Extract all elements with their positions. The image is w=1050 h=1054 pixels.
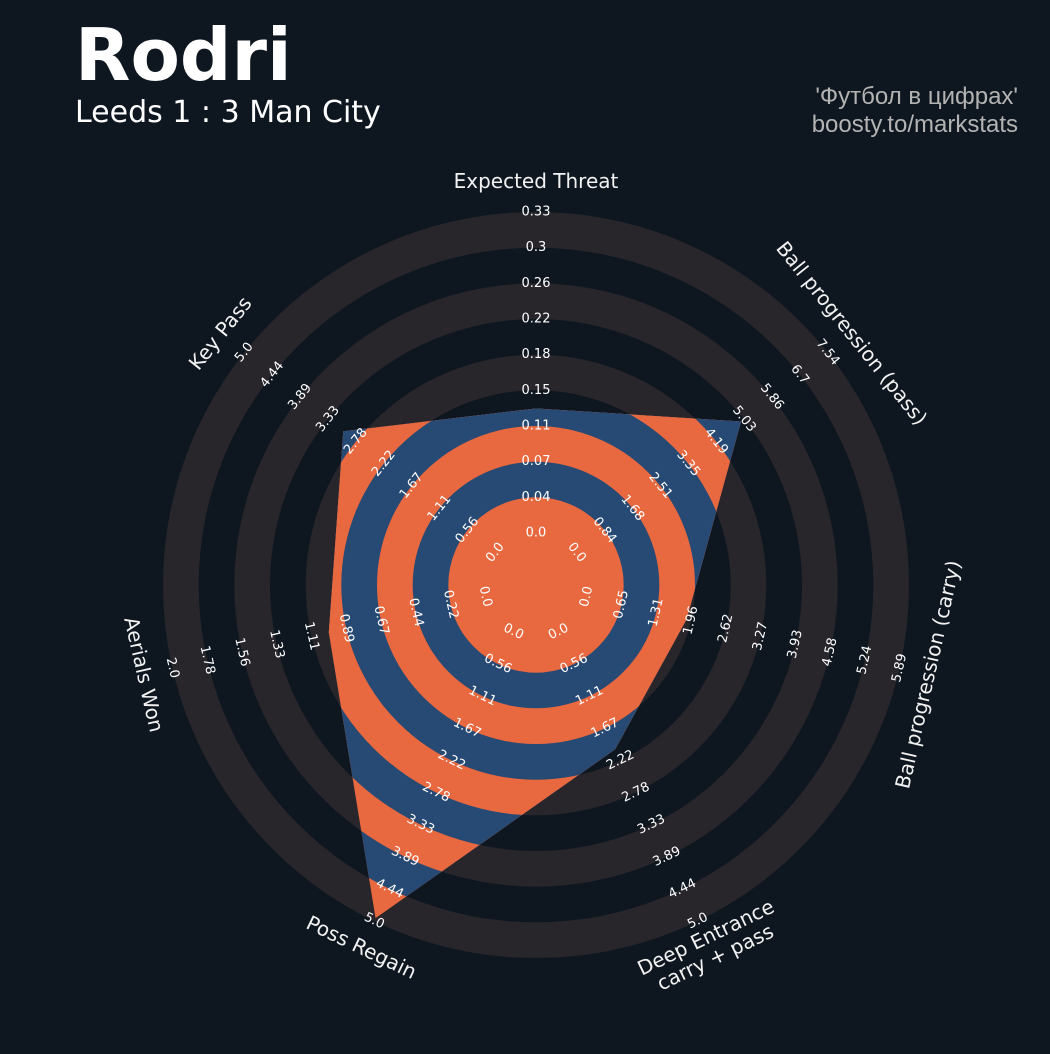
ring-inside: [484, 533, 588, 637]
tick-label: 0.15: [522, 383, 551, 398]
tick-label: 1.11: [301, 620, 322, 652]
tick-label: 1.33: [266, 628, 287, 660]
tick-label: 1.56: [231, 636, 252, 668]
tick-label: 5.24: [854, 644, 875, 676]
chart-subtitle: Leeds 1 : 3 Man City: [75, 95, 381, 130]
tick-label: 0.22: [522, 312, 551, 327]
chart-title: Rodri: [75, 13, 292, 97]
tick-label: 3.27: [750, 620, 771, 652]
tick-label: 0.07: [522, 454, 551, 469]
credit: boosty.to/markstats: [812, 111, 1018, 138]
tick-label: 1.96: [680, 605, 701, 637]
tick-label: 0.26: [522, 276, 551, 291]
tick-label: 1.31: [646, 597, 667, 629]
tick-label: 3.93: [785, 628, 806, 660]
tick-label: 2.62: [715, 613, 736, 645]
tick-label: 0.44: [405, 597, 426, 629]
tick-label: 2.0: [163, 656, 182, 680]
tick-label: 5.89: [889, 652, 910, 684]
tick-label: 0.22: [440, 589, 461, 621]
tick-label: 4.58: [820, 636, 841, 668]
tick-label: 0.18: [522, 347, 551, 362]
tick-label: 0.0: [577, 585, 596, 609]
tick-label: 0.04: [522, 490, 551, 505]
tick-label: 0.67: [370, 605, 391, 637]
tick-label: 0.0: [526, 526, 547, 541]
tick-label: 0.3: [526, 240, 547, 255]
tick-label: 0.89: [336, 613, 357, 645]
credit: 'Футбол в цифрах': [815, 83, 1018, 110]
tick-label: 0.0: [476, 585, 495, 609]
tick-label: 0.65: [611, 589, 632, 621]
param-label: Expected Threat: [454, 169, 619, 193]
tick-label: 1.78: [197, 644, 218, 676]
tick-label: 0.11: [522, 419, 551, 434]
tick-label: 0.33: [522, 205, 551, 220]
